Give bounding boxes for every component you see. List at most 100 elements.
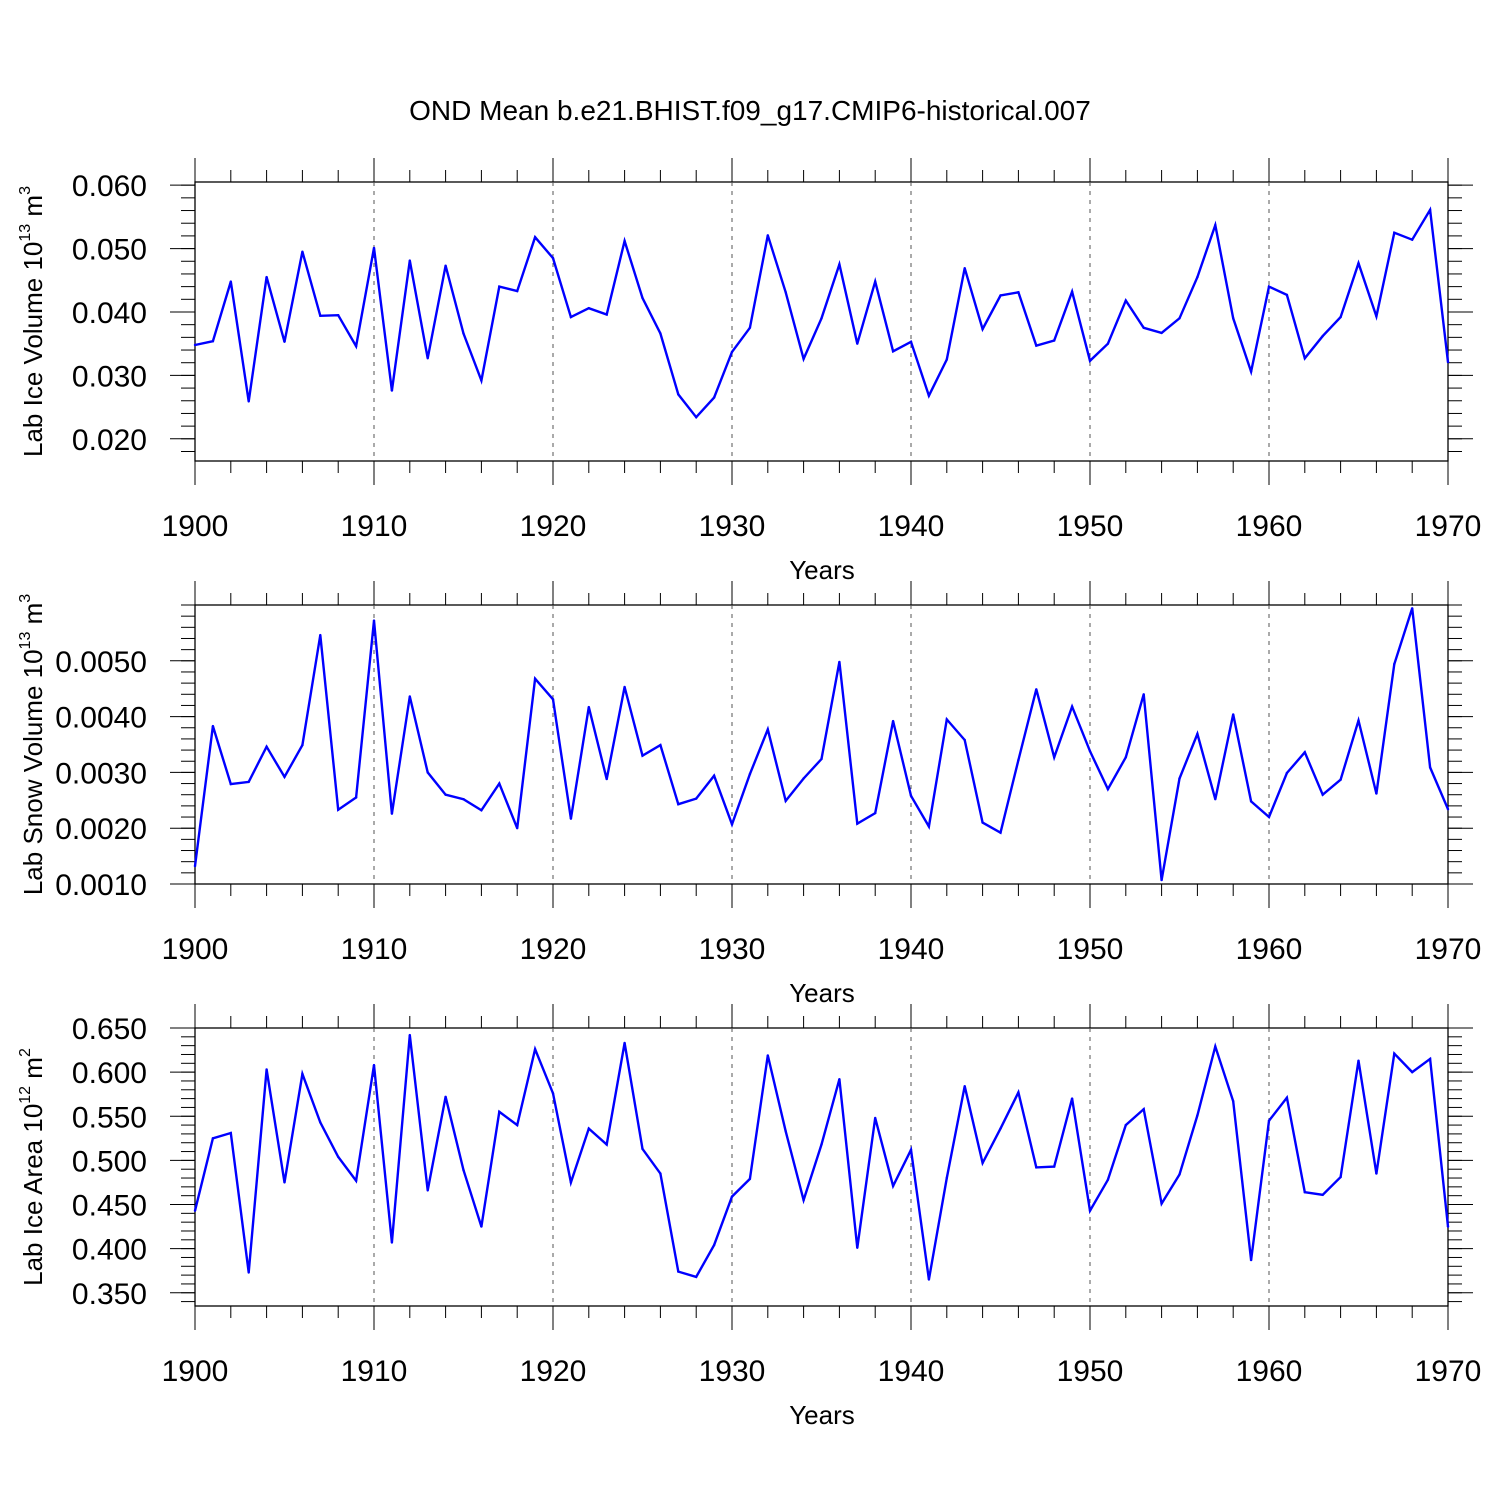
- data-point: [498, 285, 501, 288]
- data-point: [1375, 315, 1378, 318]
- y-tick-label: 0.350: [72, 1278, 147, 1311]
- data-point: [426, 1189, 429, 1192]
- data-point: [1053, 339, 1056, 342]
- data-point: [301, 1072, 304, 1076]
- data-point: [480, 379, 483, 382]
- data-point: [605, 777, 608, 781]
- data-point: [1393, 231, 1396, 234]
- data-point: [1053, 756, 1056, 759]
- data-point: [354, 345, 358, 348]
- data-point: [1196, 1114, 1199, 1117]
- y-axis-label: Lab Snow Volume 1013 m3: [17, 594, 48, 895]
- y-tick-label: 0.0040: [55, 702, 147, 735]
- data-point: [1249, 370, 1253, 373]
- data-point: [874, 811, 877, 815]
- data-point: [1321, 793, 1324, 796]
- data-point: [1106, 1178, 1110, 1182]
- data-point: [659, 743, 662, 747]
- data-point: [1393, 1052, 1396, 1055]
- data-point: [748, 772, 752, 776]
- data-point: [1088, 359, 1092, 362]
- data-point: [462, 332, 465, 335]
- data-point: [963, 1085, 966, 1088]
- data-point: [659, 1172, 662, 1175]
- data-point: [909, 794, 913, 797]
- data-point: [623, 685, 626, 689]
- data-point: [1196, 732, 1199, 736]
- data-point: [623, 1041, 626, 1045]
- data-point: [999, 294, 1002, 297]
- data-point: [945, 718, 948, 721]
- y-tick-label: 0.550: [72, 1101, 147, 1134]
- data-point: [1339, 778, 1342, 781]
- data-point: [444, 264, 447, 267]
- x-tick-label: 1940: [878, 1355, 945, 1388]
- y-tick-label: 0.500: [72, 1145, 147, 1178]
- data-point: [569, 817, 573, 820]
- data-point: [1160, 331, 1163, 335]
- y-tick-label: 0.0010: [55, 869, 147, 902]
- data-point: [766, 728, 769, 731]
- data-point: [551, 1092, 555, 1095]
- data-point: [1285, 771, 1289, 775]
- data-point: [1303, 1191, 1307, 1194]
- chart-panel-3: 0.350 0.400 0.450 0.500 0.550 0.600 0.650 1900 1…: [17, 1004, 1481, 1430]
- data-point: [265, 275, 268, 279]
- data-point: [712, 396, 716, 399]
- data-point: [695, 797, 698, 800]
- data-point: [1339, 315, 1342, 319]
- data-point: [551, 698, 555, 701]
- data-point: [1196, 275, 1199, 279]
- x-axis-label: Years: [789, 978, 855, 1008]
- data-point: [1178, 1173, 1181, 1176]
- chart-panel-2: 0.0010 0.0020 0.0030 0.0040 0.0050 1900 1910 19…: [17, 581, 1481, 1008]
- data-point: [1070, 290, 1074, 293]
- data-point: [372, 1063, 376, 1067]
- data-point: [587, 705, 590, 709]
- data-point: [963, 267, 966, 270]
- y-tick-label: 0.0050: [55, 646, 147, 679]
- x-tick-label: 1900: [162, 933, 229, 966]
- data-point: [909, 1148, 913, 1152]
- y-tick-label: 0.0020: [55, 813, 147, 846]
- data-point: [677, 393, 680, 396]
- data-point: [533, 677, 537, 680]
- data-point: [1142, 693, 1145, 696]
- data-point: [605, 313, 608, 316]
- data-point: [1124, 299, 1128, 302]
- data-point: [856, 822, 859, 825]
- data-point: [1088, 1209, 1092, 1212]
- data-point: [283, 1181, 286, 1184]
- data-point: [372, 246, 376, 250]
- data-point: [319, 314, 322, 317]
- data-point: [444, 1095, 447, 1099]
- x-tick-label: 1950: [1057, 510, 1124, 543]
- data-point: [1285, 293, 1289, 297]
- x-tick-label: 1920: [520, 933, 587, 966]
- x-tick-label: 1920: [520, 1355, 587, 1388]
- data-point: [748, 326, 752, 329]
- data-point: [766, 1054, 769, 1057]
- y-tick-label: 0.650: [72, 1013, 147, 1046]
- data-point: [408, 259, 411, 262]
- data-point: [516, 289, 519, 293]
- x-tick-label: 1960: [1236, 933, 1303, 966]
- data-point: [641, 296, 644, 300]
- data-point: [1035, 1166, 1038, 1169]
- data-point: [480, 809, 483, 812]
- data-point: [1160, 1202, 1163, 1205]
- data-point: [820, 317, 823, 320]
- data-point: [623, 239, 626, 243]
- x-tick-label: 1910: [341, 933, 408, 966]
- data-point: [1357, 262, 1360, 265]
- data-point: [408, 695, 411, 698]
- data-point: [1232, 713, 1235, 716]
- data-point: [712, 1243, 716, 1247]
- data-point: [1035, 344, 1038, 347]
- data-point: [891, 719, 895, 723]
- data-point: [229, 1131, 232, 1135]
- data-point: [426, 357, 429, 360]
- data-point: [1411, 238, 1414, 241]
- x-tick-label: 1950: [1057, 933, 1124, 966]
